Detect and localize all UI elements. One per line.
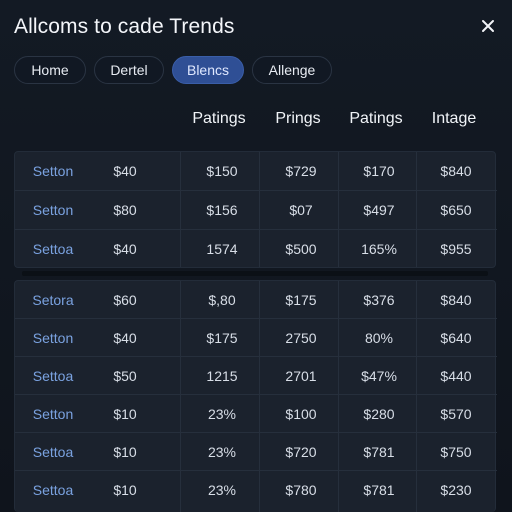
table-cell: $150 <box>206 163 238 179</box>
page-title: Allcoms to cade Trends <box>14 15 235 38</box>
table-cell: $50 <box>113 368 137 384</box>
table-cell: $840 <box>440 163 472 179</box>
tab-allenge[interactable]: Allenge <box>252 56 332 84</box>
table-cell: $640 <box>440 330 472 346</box>
table-group: Setton $40 $150 $729 $170 $840 Setton $80 $156 $0… <box>14 151 497 269</box>
table-cell: $175 <box>206 330 238 346</box>
tab-dertel[interactable]: Dertel <box>94 56 164 84</box>
table-cell: 2701 <box>285 368 317 384</box>
table-cell: $840 <box>440 292 472 308</box>
column-divider <box>338 152 339 267</box>
table-cell: $780 <box>285 482 317 498</box>
table-cell: $955 <box>440 241 472 257</box>
row-label[interactable]: Setora <box>32 292 74 308</box>
row-label[interactable]: Settoa <box>32 368 74 384</box>
table-row[interactable]: Setton $40 $150 $729 $170 $840 <box>15 152 497 191</box>
column-divider <box>416 281 417 512</box>
row-label[interactable]: Settoa <box>32 444 74 460</box>
table-cell: $10 <box>113 406 137 422</box>
table-cell: $497 <box>363 202 395 218</box>
table-row[interactable]: Settoa $50 1215 2701 $47% $440 <box>15 357 497 395</box>
column-header[interactable]: Intage <box>431 110 477 127</box>
table-cell: 1215 <box>206 368 238 384</box>
column-divider <box>338 281 339 512</box>
table-cell: $570 <box>440 406 472 422</box>
group-divider <box>22 271 488 276</box>
tab-bar: Home Dertel Blencs Allenge <box>14 56 332 84</box>
tab-home[interactable]: Home <box>14 56 86 84</box>
column-divider <box>259 281 260 512</box>
table-row[interactable]: Setora $60 $,80 $175 $376 $840 <box>15 281 497 319</box>
table-cell: $781 <box>363 482 395 498</box>
table-cell: $175 <box>285 292 317 308</box>
row-label[interactable]: Setton <box>32 406 74 422</box>
table-cell: $440 <box>440 368 472 384</box>
table-cell: $500 <box>285 241 317 257</box>
close-icon <box>482 20 494 32</box>
table-cell: $100 <box>285 406 317 422</box>
row-label[interactable]: Setton <box>32 330 74 346</box>
table-cell: 23% <box>207 482 237 498</box>
table-cell: $10 <box>113 444 137 460</box>
column-headers: Patings Prings Patings Intage <box>180 110 496 134</box>
table-cell: $80 <box>113 202 137 218</box>
table-row[interactable]: Setton $10 23% $100 $280 $570 <box>15 395 497 433</box>
table-cell: 23% <box>207 406 237 422</box>
tab-blencs[interactable]: Blencs <box>172 56 244 84</box>
table-cell: 165% <box>361 241 397 257</box>
column-divider <box>180 152 181 267</box>
table-cell: 1574 <box>206 241 238 257</box>
row-label[interactable]: Setton <box>32 163 74 179</box>
row-label[interactable]: Settoa <box>32 241 74 257</box>
column-header[interactable]: Patings <box>349 110 403 127</box>
table-cell: $729 <box>285 163 317 179</box>
table-cell: $156 <box>206 202 238 218</box>
table-group: Setora $60 $,80 $175 $376 $840 Setton $40 $175 27… <box>14 280 497 512</box>
data-table: Setton $40 $150 $729 $170 $840 Setton $80 $156 $0… <box>14 151 497 512</box>
column-divider <box>259 152 260 267</box>
table-row[interactable]: Setton $40 $175 2750 80% $640 <box>15 319 497 357</box>
table-cell: $10 <box>113 482 137 498</box>
table-row[interactable]: Setton $80 $156 $07 $497 $650 <box>15 191 497 230</box>
table-cell: $376 <box>363 292 395 308</box>
table-row[interactable]: Settoa $10 23% $720 $781 $750 <box>15 433 497 471</box>
table-cell: $40 <box>113 241 137 257</box>
table-cell: $650 <box>440 202 472 218</box>
column-header[interactable]: Prings <box>275 110 321 127</box>
column-header[interactable]: Patings <box>192 110 246 127</box>
table-cell: $750 <box>440 444 472 460</box>
column-divider <box>416 152 417 267</box>
table-cell: 2750 <box>285 330 317 346</box>
table-cell: $781 <box>363 444 395 460</box>
row-label[interactable]: Setton <box>32 202 74 218</box>
table-cell: $40 <box>113 163 137 179</box>
table-cell: $720 <box>285 444 317 460</box>
table-cell: $47% <box>361 368 397 384</box>
table-cell: $,80 <box>208 292 236 308</box>
close-button[interactable] <box>476 14 500 38</box>
table-cell: 80% <box>364 330 394 346</box>
table-cell: $07 <box>289 202 313 218</box>
table-cell: 23% <box>207 444 237 460</box>
table-cell: $170 <box>363 163 395 179</box>
table-cell: $40 <box>113 330 137 346</box>
table-cell: $60 <box>113 292 137 308</box>
table-cell: $230 <box>440 482 472 498</box>
table-cell: $280 <box>363 406 395 422</box>
table-row[interactable]: Settoa $10 23% $780 $781 $230 <box>15 471 497 509</box>
row-label[interactable]: Settoa <box>32 482 74 498</box>
table-row[interactable]: Settoa $40 1574 $500 165% $955 <box>15 230 497 269</box>
column-divider <box>180 281 181 512</box>
